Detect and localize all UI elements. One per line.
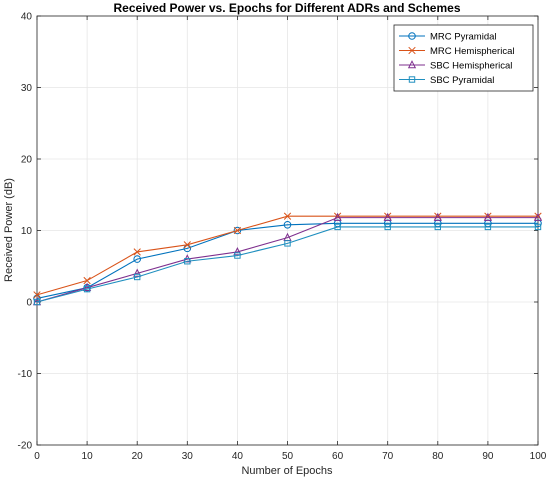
x-tick-label: 60 (332, 451, 344, 462)
data-point-triangle (483, 212, 493, 221)
data-point-triangle (533, 212, 543, 221)
y-tick-label: 40 (21, 12, 33, 23)
y-tick-label: 0 (26, 298, 32, 309)
series-sbc-pyramidal (33, 223, 542, 306)
x-tick-label: 50 (282, 451, 294, 462)
data-point-x (233, 226, 242, 235)
x-tick-label: 40 (232, 451, 244, 462)
data-point-circle (233, 226, 242, 235)
series-line (36, 222, 538, 299)
x-tick-label: 10 (82, 451, 94, 462)
data-point-triangle (82, 282, 92, 291)
legend-label: MRC Hemispherical (430, 46, 514, 57)
y-tick-label: 20 (21, 155, 33, 166)
data-point-x (408, 46, 416, 55)
legend-item: SBC Hemispherical (399, 60, 512, 72)
legend-item: MRC Pyramidal (399, 32, 497, 43)
legend-item: SBC Pyramidal (399, 75, 494, 86)
y-axis-label: Received Power (dB) (3, 178, 15, 282)
y-tick-label: -10 (18, 369, 33, 380)
data-point-square (334, 223, 341, 231)
x-tick-label: 90 (482, 451, 494, 462)
data-point-triangle (333, 212, 342, 221)
data-point-circle (408, 32, 416, 40)
chart-title: Received Power vs. Epochs for Different … (114, 1, 461, 15)
x-tick-label: 30 (182, 451, 194, 462)
series-line (36, 226, 538, 303)
legend: MRC Pyramidal MRC Hemispherical SBC Hemisp… (393, 24, 534, 92)
data-point-square (408, 76, 416, 83)
data-point-x (183, 241, 191, 249)
x-axis-label: Number of Epochs (241, 465, 333, 477)
data-point-square (484, 223, 492, 231)
legend-label: SBC Pyramidal (430, 75, 494, 86)
series-group (32, 212, 543, 306)
data-point-square (184, 258, 191, 265)
data-point-square (534, 223, 542, 231)
series-line (36, 217, 538, 303)
data-point-x (133, 248, 141, 256)
data-point-triangle (433, 212, 442, 221)
x-tick-label: 70 (382, 451, 394, 462)
data-point-triangle (133, 268, 142, 277)
x-tick-label: 80 (432, 451, 444, 462)
data-point-square (384, 223, 391, 231)
data-point-triangle (407, 60, 417, 69)
y-tick-label: 10 (21, 226, 33, 237)
legend-label: SBC Hemispherical (430, 61, 512, 72)
data-point-square (33, 298, 41, 306)
data-point-circle (133, 255, 141, 263)
legend-label: MRC Pyramidal (430, 32, 497, 43)
data-point-triangle (383, 212, 392, 221)
data-point-square (434, 223, 442, 231)
data-point-x (83, 276, 91, 285)
y-tick-label: 30 (21, 83, 33, 94)
data-point-square (284, 240, 291, 247)
data-point-square (234, 252, 241, 259)
data-point-circle (283, 220, 292, 229)
y-tick-label: -20 (18, 441, 33, 452)
data-point-square (134, 273, 141, 281)
x-tick-label: 20 (132, 451, 144, 462)
x-tick-label: 0 (34, 451, 40, 462)
series-mrc-hemispherical (33, 212, 542, 299)
data-point-square (83, 285, 91, 293)
x-tick-label: 100 (530, 451, 547, 462)
legend-item: MRC Hemispherical (399, 46, 514, 57)
data-point-x (283, 212, 292, 220)
data-point-triangle (233, 247, 242, 256)
axis-ticks: 0 10 20 30 40 50 60 70 80 90 100 -20 -10 0 10 20 30 40 (18, 12, 547, 463)
data-point-x (33, 291, 41, 299)
